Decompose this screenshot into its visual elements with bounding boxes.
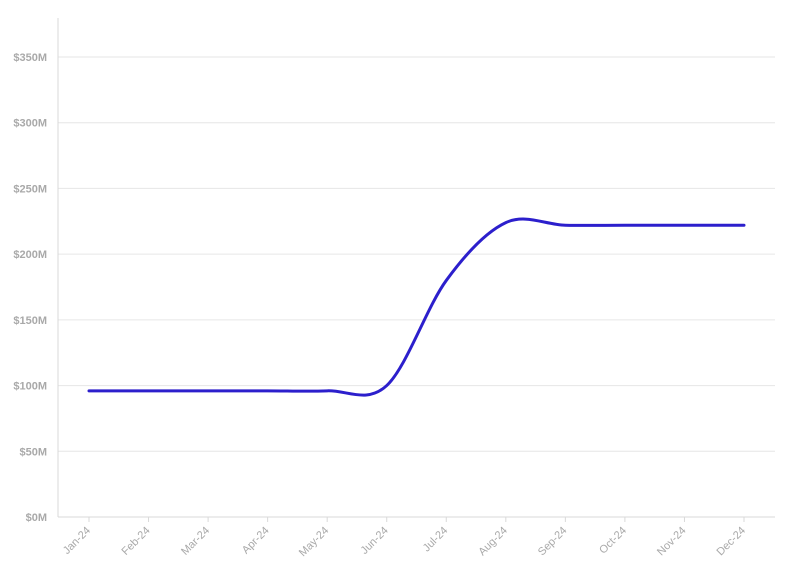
y-tick-label: $300M <box>13 118 47 130</box>
y-tick-label: $350M <box>13 52 47 64</box>
x-tick-label: Sep-24 <box>536 525 570 559</box>
y-tick-label: $50M <box>19 446 47 458</box>
x-tick-label: Jan-24 <box>61 525 93 557</box>
gridlines <box>58 56 775 452</box>
x-tick-label: Oct-24 <box>597 525 629 557</box>
y-tick-label: $100M <box>13 381 47 393</box>
series-line <box>87 217 746 397</box>
axes <box>57 18 775 518</box>
y-tick-label: $200M <box>13 249 47 261</box>
y-tick-label: $150M <box>13 315 47 327</box>
x-tick-label: Jun-24 <box>359 525 391 557</box>
x-tick-label: Dec-24 <box>715 525 749 559</box>
series <box>87 217 746 397</box>
x-tick-label: May-24 <box>297 525 331 559</box>
x-tick-label: Jul-24 <box>421 525 451 555</box>
y-tick-label: $250M <box>13 183 47 195</box>
x-tick-label: Feb-24 <box>120 525 153 558</box>
y-tick-label: $0M <box>26 512 47 524</box>
y-axis-ticks: $0M $50M $100M $150M $200M $250M $300M $350M <box>13 52 47 524</box>
x-tick-label: Nov-24 <box>655 525 689 559</box>
x-axis-ticks: Jan-24 Feb-24 Mar-24 Apr-24 May-24 Jun-24 Jul-… <box>61 517 748 559</box>
x-tick-label: Mar-24 <box>179 525 212 558</box>
x-tick-label: Apr-24 <box>240 525 272 557</box>
x-tick-label: Aug-24 <box>476 525 510 559</box>
